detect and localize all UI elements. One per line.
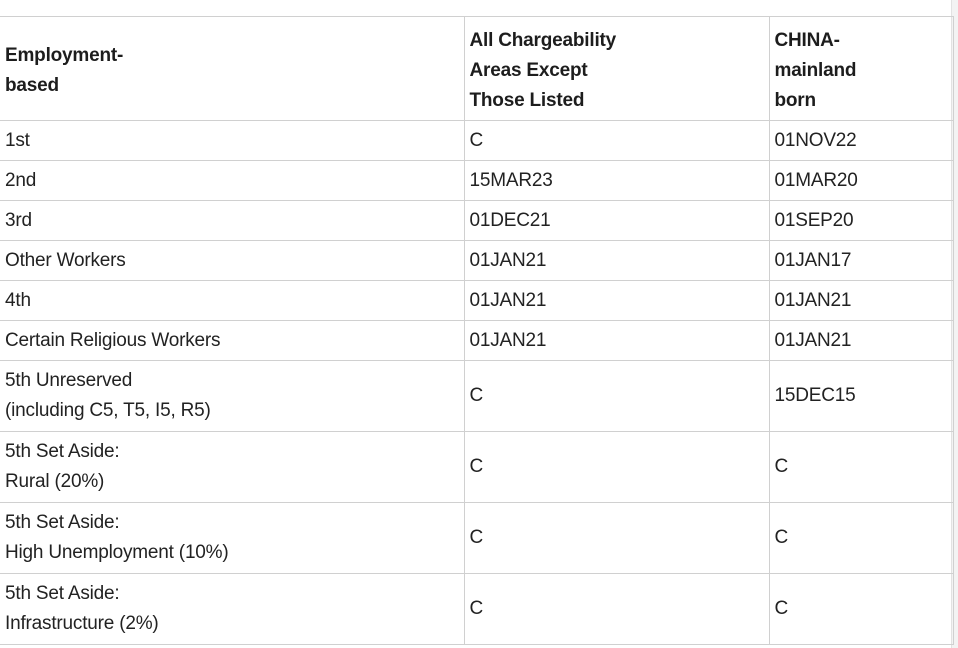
category-cell: Certain Religious Workers bbox=[0, 320, 465, 361]
table-row: 5th Set Aside: High Unemployment (10%) C… bbox=[0, 502, 954, 574]
china-cell: C bbox=[768, 502, 954, 574]
table-row: Certain Religious Workers 01JAN21 01JAN2… bbox=[0, 320, 954, 361]
all-areas-cell: 01JAN21 bbox=[463, 280, 770, 321]
all-areas-cell: 01JAN21 bbox=[463, 320, 770, 361]
table-row: 1st C 01NOV22 bbox=[0, 120, 954, 161]
china-cell: 01JAN21 bbox=[768, 280, 954, 321]
category-cell: 5th Unreserved (including C5, T5, I5, R5… bbox=[0, 360, 465, 432]
all-areas-cell: C bbox=[463, 502, 770, 574]
all-areas-cell: 15MAR23 bbox=[463, 160, 770, 201]
china-cell: 01JAN17 bbox=[768, 240, 954, 281]
category-cell: 2nd bbox=[0, 160, 465, 201]
header-employment-based: Employment- based bbox=[0, 16, 465, 121]
all-areas-cell: 01JAN21 bbox=[463, 240, 770, 281]
table-row: 5th Unreserved (including C5, T5, I5, R5… bbox=[0, 360, 954, 432]
visa-bulletin-table: Employment- based All Chargeability Area… bbox=[0, 16, 954, 645]
all-areas-cell: C bbox=[463, 573, 770, 645]
category-cell: 5th Set Aside: High Unemployment (10%) bbox=[0, 502, 465, 574]
table-row: 2nd 15MAR23 01MAR20 bbox=[0, 160, 954, 201]
china-cell: 15DEC15 bbox=[768, 360, 954, 432]
header-row: Employment- based All Chargeability Area… bbox=[0, 16, 954, 121]
header-all-chargeability: All Chargeability Areas Except Those Lis… bbox=[463, 16, 770, 121]
category-cell: 3rd bbox=[0, 200, 465, 241]
china-cell: C bbox=[768, 431, 954, 503]
all-areas-cell: C bbox=[463, 360, 770, 432]
table-row: 5th Set Aside: Rural (20%) C C bbox=[0, 431, 954, 503]
header-china-mainland: CHINA- mainland born bbox=[768, 16, 954, 121]
table-row: 5th Set Aside: Infrastructure (2%) C C bbox=[0, 573, 954, 645]
china-cell: 01SEP20 bbox=[768, 200, 954, 241]
category-cell: 5th Set Aside: Rural (20%) bbox=[0, 431, 465, 503]
china-cell: 01JAN21 bbox=[768, 320, 954, 361]
all-areas-cell: C bbox=[463, 120, 770, 161]
category-cell: 4th bbox=[0, 280, 465, 321]
china-cell: C bbox=[768, 573, 954, 645]
all-areas-cell: 01DEC21 bbox=[463, 200, 770, 241]
category-cell: Other Workers bbox=[0, 240, 465, 281]
category-cell: 5th Set Aside: Infrastructure (2%) bbox=[0, 573, 465, 645]
china-cell: 01NOV22 bbox=[768, 120, 954, 161]
table-row: 4th 01JAN21 01JAN21 bbox=[0, 280, 954, 321]
all-areas-cell: C bbox=[463, 431, 770, 503]
china-cell: 01MAR20 bbox=[768, 160, 954, 201]
table-row: 3rd 01DEC21 01SEP20 bbox=[0, 200, 954, 241]
table-row: Other Workers 01JAN21 01JAN17 bbox=[0, 240, 954, 281]
category-cell: 1st bbox=[0, 120, 465, 161]
